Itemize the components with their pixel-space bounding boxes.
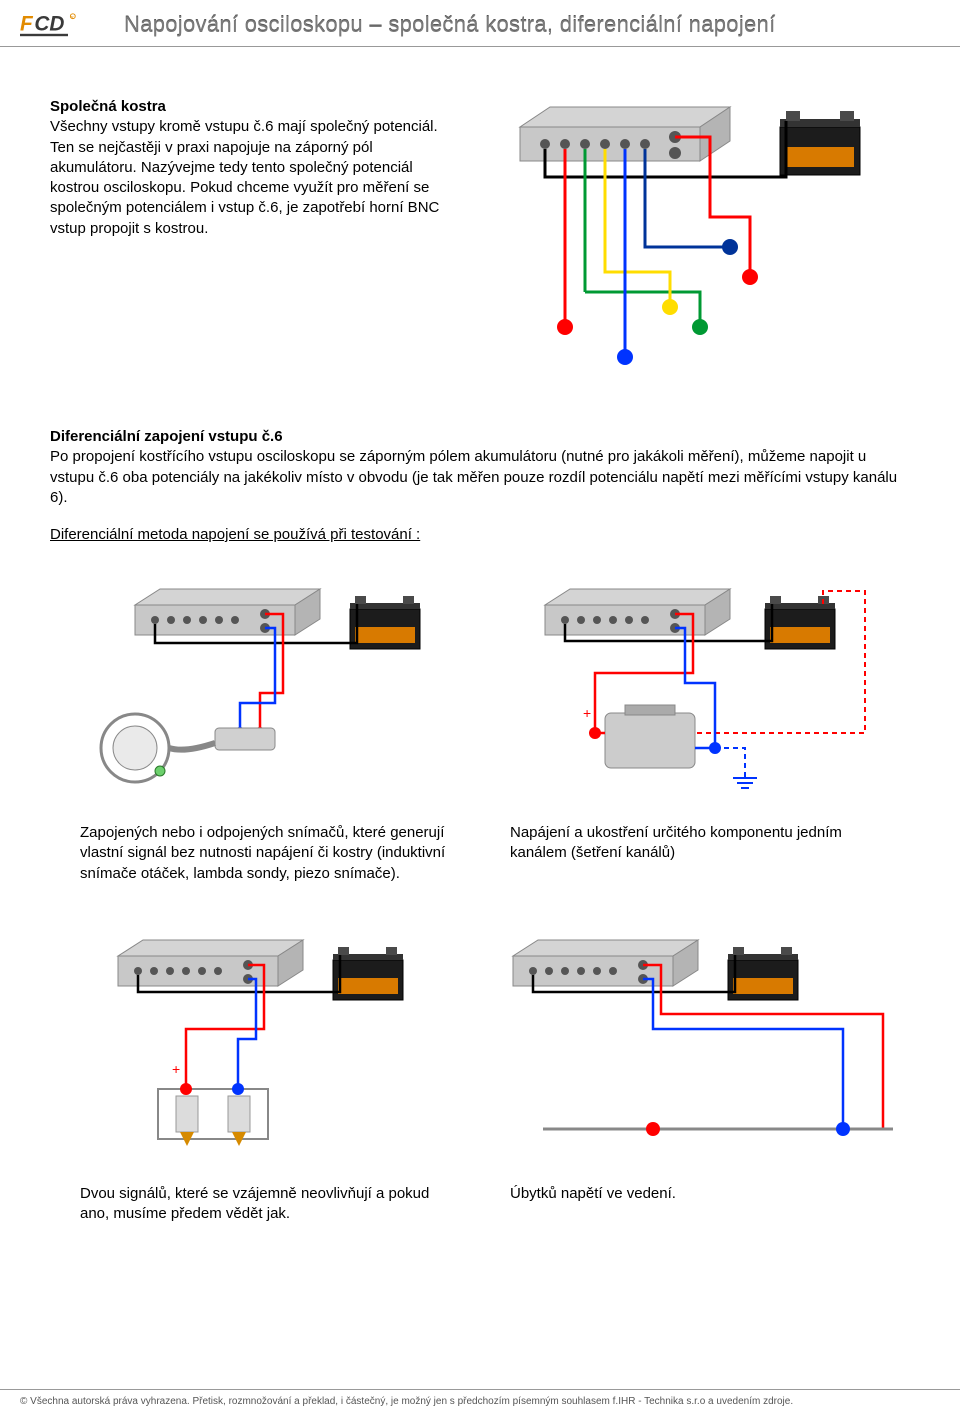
copyright-text: © Všechna autorská práva vyhrazena. Přet… (20, 1396, 793, 1407)
section2-heading: Diferenciální zapojení vstupu č.6 (50, 428, 283, 445)
logo: F CD R (20, 10, 100, 40)
caption-3: Dvou signálů, které se vzájemně neovlivň… (80, 1184, 450, 1225)
caption-4: Úbytků napětí ve vedení. (510, 1184, 880, 1225)
page-title: Napojování osciloskopu – společná kostra… (124, 12, 775, 38)
caption-1: Zapojených nebo i odpojených snímačů, kt… (80, 823, 450, 884)
diagram-voltage-drop (483, 934, 903, 1154)
svg-text:R: R (71, 15, 74, 20)
section-differential: Diferenciální zapojení vstupu č.6 Po pro… (50, 427, 910, 508)
page-content: Společná kostra Všechny vstupy kromě vst… (0, 47, 960, 1224)
battery-icon (780, 111, 860, 175)
page-footer: © Všechna autorská práva vyhrazena. Přet… (0, 1389, 960, 1413)
diagram-sensor (65, 583, 435, 793)
section1-body: Všechny vstupy kromě vstupu č.6 mají spo… (50, 118, 439, 236)
diagram-component: + (505, 583, 895, 793)
svg-text:+: + (172, 1061, 180, 1077)
diagram-row-2: + (50, 934, 910, 1154)
svg-text:CD: CD (34, 13, 64, 36)
caption-2: Napájení a ukostření určitého komponentu… (510, 823, 880, 884)
page-header: F CD R Napojování osciloskopu – společná… (0, 0, 960, 47)
diagram-two-signals: + (58, 934, 428, 1154)
usage-link: Diferenciální metoda napojení se používá… (50, 526, 910, 543)
section-common-ground: Společná kostra Všechny vstupy kromě vst… (50, 97, 910, 367)
section1-diagram (470, 97, 910, 367)
svg-text:+: + (583, 705, 591, 721)
section1-heading: Společná kostra (50, 98, 166, 115)
section1-text: Společná kostra Všechny vstupy kromě vst… (50, 97, 440, 367)
section2-body: Po propojení kostřícího vstupu oscilosko… (50, 448, 897, 506)
caption-row-1: Zapojených nebo i odpojených snímačů, kt… (50, 823, 910, 884)
svg-text:F: F (20, 13, 34, 36)
diagram-row-1: + (50, 583, 910, 793)
caption-row-2: Dvou signálů, které se vzájemně neovlivň… (50, 1184, 910, 1225)
